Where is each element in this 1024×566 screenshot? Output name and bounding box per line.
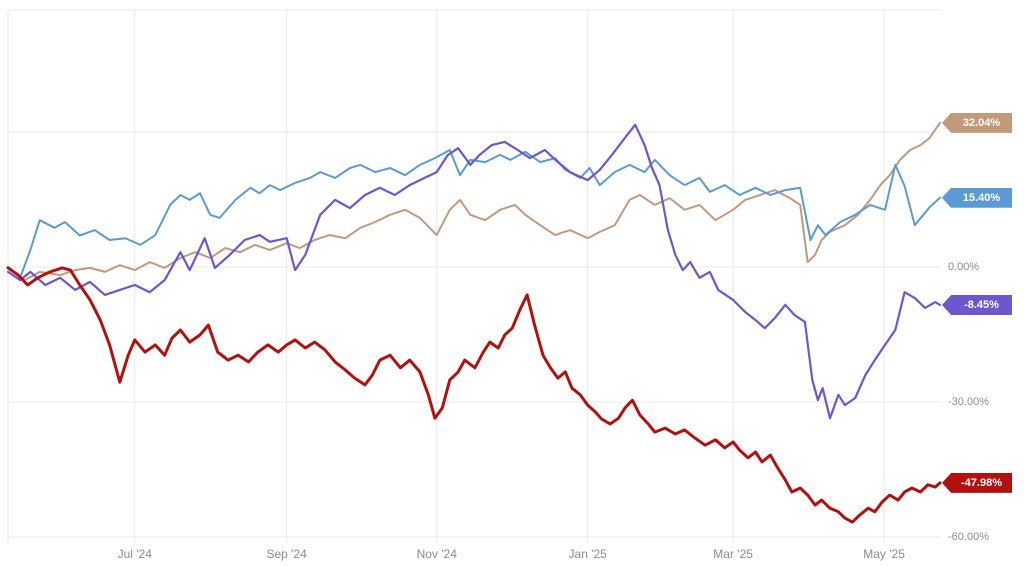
series-purple-line [6, 123, 942, 420]
series-dark-red-line [6, 266, 942, 524]
series-tan-line [7, 121, 941, 282]
y-tick-label: -30.00% [948, 396, 989, 408]
last-value-badge-blue: 15.40% [942, 187, 1012, 208]
last-value-badge-purple: -8.45% [942, 295, 1012, 316]
x-tick-label: Jul '24 [117, 547, 152, 561]
x-tick-label: Mar '25 [713, 547, 753, 561]
y-tick-label: -60.00% [948, 531, 989, 543]
last-value-badge-red: -47.98% [942, 472, 1012, 493]
last-value-badge-tan: 32.04% [942, 112, 1012, 133]
series-blue-line [7, 149, 941, 279]
x-tick-label: Sep '24 [266, 547, 307, 561]
x-tick-label: May '25 [863, 547, 905, 561]
x-tick-label: Nov '24 [416, 547, 457, 561]
x-tick-label: Jan '25 [568, 547, 607, 561]
y-tick-label: 0.00% [948, 261, 980, 273]
